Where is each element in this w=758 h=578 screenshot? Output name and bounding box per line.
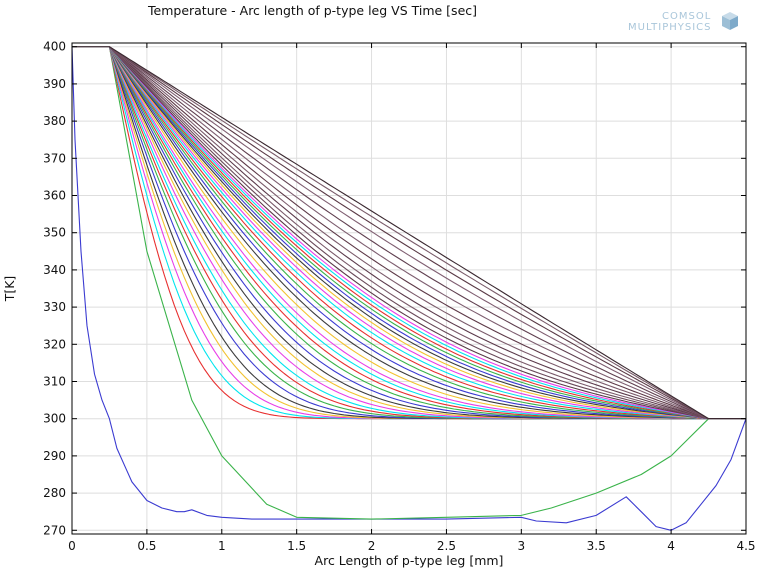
x-tick-label: 2.5 xyxy=(437,539,456,553)
y-tick-label: 380 xyxy=(43,114,66,128)
series-line xyxy=(108,46,709,420)
series-line xyxy=(109,46,709,420)
series-line xyxy=(108,46,709,420)
series-line xyxy=(108,46,709,420)
x-tick-label: 0 xyxy=(68,539,76,553)
series-line xyxy=(108,46,709,420)
series-line xyxy=(71,46,747,531)
series-group xyxy=(71,46,747,531)
chart-title: Temperature - Arc length of p-type leg V… xyxy=(147,3,477,18)
series-line xyxy=(109,46,709,420)
series-line xyxy=(108,46,709,420)
ticks: 0 0.5 1 1.5 2 2.5 3 3.5 4 4.5 270 280 290 300 310 320 33… xyxy=(43,40,755,553)
x-tick-label: 3.5 xyxy=(587,539,606,553)
series-line xyxy=(108,46,709,420)
y-tick-label: 270 xyxy=(43,523,66,537)
y-tick-label: 330 xyxy=(43,300,66,314)
series-line xyxy=(109,46,709,420)
x-tick-label: 3 xyxy=(518,539,526,553)
plot-frame xyxy=(71,42,747,535)
x-tick-label: 4.5 xyxy=(736,539,755,553)
series-line xyxy=(108,46,709,420)
series-line xyxy=(109,46,709,420)
y-tick-label: 390 xyxy=(43,77,66,91)
x-tick-label: 4 xyxy=(667,539,675,553)
series-line xyxy=(108,46,709,520)
y-tick-label: 300 xyxy=(43,412,66,426)
series-line xyxy=(108,46,709,420)
y-axis-title: T[K] xyxy=(2,276,17,303)
series-line xyxy=(109,46,709,420)
x-tick-label: 0.5 xyxy=(137,539,156,553)
series-line xyxy=(109,46,709,420)
y-tick-label: 350 xyxy=(43,226,66,240)
x-tick-label: 1 xyxy=(218,539,226,553)
comsol-logo: COMSOL MULTIPHYSICS xyxy=(628,11,738,33)
series-line xyxy=(108,46,709,420)
x-tick-label: 2 xyxy=(368,539,376,553)
logo-text-multiphysics: MULTIPHYSICS xyxy=(628,22,711,33)
y-tick-label: 310 xyxy=(43,374,66,388)
series-line xyxy=(109,46,709,420)
series-line xyxy=(108,46,709,420)
y-tick-label: 370 xyxy=(43,151,66,165)
comsol-cube-icon xyxy=(722,12,738,30)
series-line xyxy=(108,46,709,420)
y-tick-label: 400 xyxy=(43,40,66,54)
y-tick-label: 340 xyxy=(43,263,66,277)
series-line xyxy=(109,46,709,420)
series-line xyxy=(108,46,709,420)
x-axis-title: Arc Length of p-type leg [mm] xyxy=(315,553,504,568)
series-line xyxy=(109,46,709,420)
series-line xyxy=(108,46,709,420)
series-line xyxy=(108,46,709,420)
series-line xyxy=(108,46,709,420)
series-line xyxy=(108,46,709,420)
series-line xyxy=(109,46,709,420)
series-line xyxy=(108,46,709,420)
y-tick-label: 280 xyxy=(43,486,66,500)
logo-text-comsol: COMSOL xyxy=(662,11,711,22)
y-tick-label: 320 xyxy=(43,337,66,351)
x-tick-label: 1.5 xyxy=(287,539,306,553)
y-tick-label: 360 xyxy=(43,189,66,203)
y-tick-label: 290 xyxy=(43,449,66,463)
